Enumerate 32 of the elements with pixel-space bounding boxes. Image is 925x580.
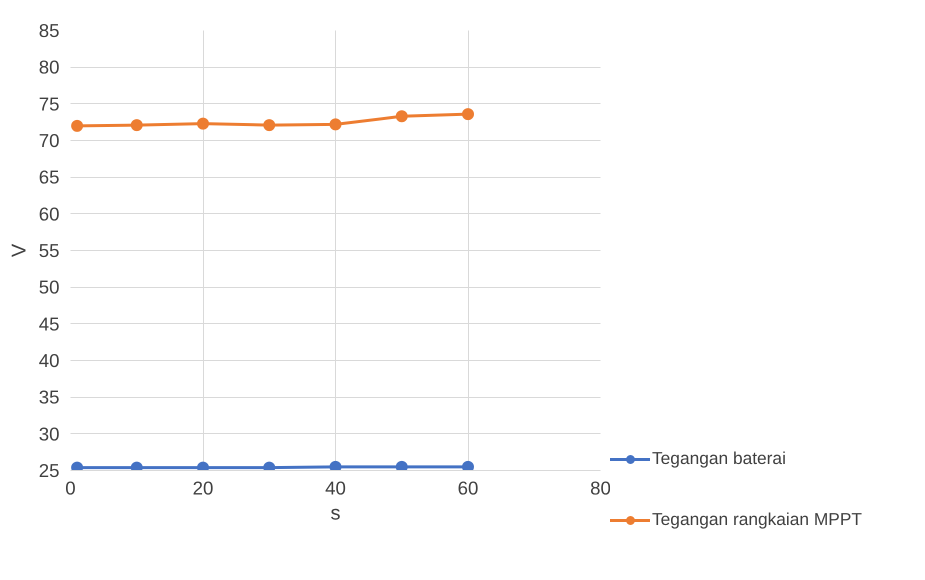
y-tick-label: 40 [38,350,60,371]
legend-label: Tegangan rangkaian MPPT [652,509,862,530]
point [197,118,209,130]
y-tick-label: 85 [38,20,60,41]
y-tick-label: 45 [38,313,60,334]
x-tick-label: 0 [65,478,76,498]
point [263,119,276,132]
y-tick-label: 30 [38,423,60,444]
point [130,119,143,132]
x-tick-label: 80 [590,478,611,498]
point [396,460,408,470]
point [330,460,342,470]
point [462,460,474,470]
y-tick-label: 60 [38,203,60,224]
y-tick-label: 80 [38,56,60,78]
x-tick-label: 20 [192,478,214,498]
y-tick-label: 65 [38,166,60,188]
point [462,108,474,120]
point [396,110,408,122]
y-tick-label: 75 [38,93,60,114]
x-axis-title: s [330,502,340,524]
y-tick-label: 35 [38,386,60,408]
x-tick-label: 40 [325,478,346,498]
point [330,118,342,130]
y-tick-label: 50 [38,276,60,298]
y-tick-label: 70 [38,130,60,151]
x-tick-label: 60 [458,478,478,498]
y-tick-label: 25 [38,460,60,481]
y-tick-label: 55 [38,240,60,261]
y-axis-title: V [8,243,31,258]
point [71,120,84,132]
legend-label: Tegangan baterai [652,448,786,469]
